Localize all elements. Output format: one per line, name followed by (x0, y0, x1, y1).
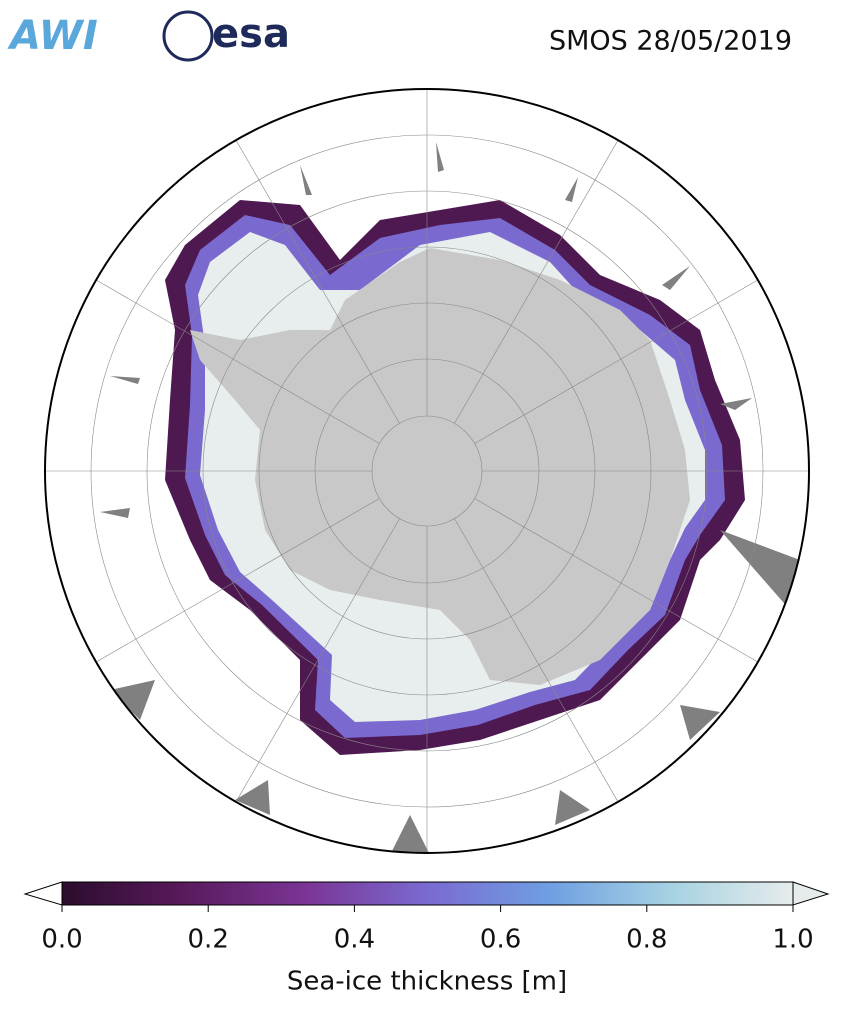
antarctica (190, 248, 690, 685)
colorbar-tick-label: 0.4 (334, 925, 375, 955)
meridian (474, 279, 758, 444)
meridian (235, 140, 400, 424)
colorbar-tick-label: 0.8 (626, 925, 667, 955)
colorbar-tick-label: 0.6 (480, 925, 521, 955)
awi-logo: AWI (7, 13, 98, 59)
map (45, 89, 809, 853)
graticule (45, 89, 809, 853)
map-border (44, 88, 810, 854)
colorbar: Sea-ice thickness [m] 0.0 0.2 0.4 0.6 0.8 1.0 (23, 881, 830, 997)
land-patches (100, 142, 800, 853)
esa-emblem (162, 10, 214, 62)
esa-logo: esa (212, 11, 290, 57)
colorbar-tick-label: 0.2 (188, 925, 229, 955)
meridian (474, 498, 758, 663)
colorbar-tick-label: 1.0 (772, 925, 813, 955)
colorbar-extend-low (23, 881, 63, 906)
colorbar-ramp (61, 881, 794, 906)
meridian (96, 279, 380, 444)
meridian (96, 498, 380, 663)
colorbar-tick-label: 0.0 (41, 925, 82, 955)
title: SMOS 28/05/2019 (549, 26, 792, 57)
meridian (454, 518, 619, 802)
meridian (235, 518, 400, 802)
colorbar-label: Sea-ice thickness [m] (287, 967, 567, 997)
meridian (454, 140, 619, 424)
colorbar-extend-high (792, 881, 830, 906)
